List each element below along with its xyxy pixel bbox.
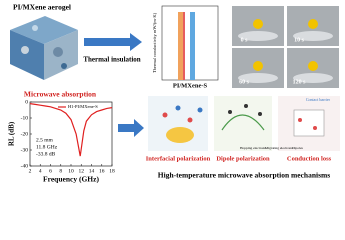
flower [253, 19, 263, 29]
mechanism-illustrations [148, 96, 340, 151]
mechanism-legend: Migrating electrons [265, 146, 293, 150]
contact-barrier: Contact barrier [306, 97, 331, 102]
panel-label: Interfacial polarization [146, 155, 211, 162]
photo-time: 60 s [239, 79, 250, 85]
photo-base [238, 31, 278, 41]
x-axis-label: Frequency (GHz) [43, 175, 99, 184]
arrow [118, 119, 144, 137]
photo-time: 120 s [293, 79, 307, 85]
rl-curve [29, 103, 113, 157]
rl-chart: 0 -10 -20 -30 -402 4 6 8 10 12 14 16 18 Frequency (GH… [8, 99, 115, 183]
photo-time: 0 s [241, 37, 249, 43]
annotation: 2.5 mm [36, 137, 54, 143]
aerogel-label: PI/MXene aerogel [13, 3, 71, 12]
x-tick-label: 12 [79, 168, 85, 174]
aerogel-cube [10, 16, 78, 80]
annotation: 11.8 GHz [36, 144, 58, 150]
flower [253, 61, 263, 71]
y-tick-label: -40 [21, 163, 29, 169]
x-tick-label: 8 [59, 168, 62, 174]
figure: PI/MXene aerogel Thermal insulation Ther… [8, 3, 340, 184]
mechanisms-title: High-temperature microwave absorption me… [158, 171, 330, 180]
x-tick-label: 14 [89, 168, 95, 174]
legend-label: H1-PI/MXene-S [68, 104, 98, 109]
conductivity-chart [161, 5, 219, 81]
photo-base [293, 73, 333, 83]
panel-label: Conduction loss [287, 155, 332, 162]
y-tick-label: 0 [25, 99, 28, 105]
flower [308, 19, 318, 29]
x-tick-label: 4 [39, 168, 42, 174]
y-tick-label: -20 [21, 131, 29, 137]
mechanism-legend: Dipoles [292, 146, 304, 150]
x-tick-label: 6 [49, 168, 52, 174]
flower [308, 61, 318, 71]
thermal-label: Thermal insulation [83, 56, 140, 64]
photos: 0 s 10 s 60 s 120 s [232, 6, 339, 88]
x-tick-label: 10 [68, 168, 74, 174]
sample-label: PI/MXene-S [173, 82, 208, 89]
conductivity-axis: Thermal conductivity mW/(m·K) [152, 12, 157, 73]
mechanism-legend: Hopping electrons [240, 146, 266, 150]
microwave-label: Microwave absorption [24, 90, 97, 99]
panel-label: Dipole polarization [216, 155, 270, 162]
x-tick-label: 2 [29, 168, 32, 174]
y-tick-label: -10 [21, 115, 29, 121]
y-axis-label: RL (dB) [8, 121, 16, 146]
photo-time: 10 s [294, 37, 305, 43]
x-tick-label: 18 [109, 168, 115, 174]
x-tick-label: 16 [99, 168, 105, 174]
y-tick-label: -30 [21, 147, 29, 153]
annotation: -33.8 dB [36, 151, 56, 157]
photo-base [293, 31, 333, 41]
photo-base [238, 73, 278, 83]
arrow [84, 33, 142, 51]
